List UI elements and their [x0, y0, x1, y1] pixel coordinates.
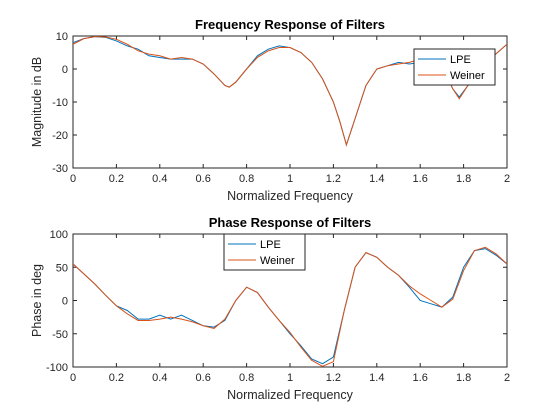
x-tick-label: 0.8 — [239, 372, 254, 384]
x-tick-label: 1.8 — [456, 372, 471, 384]
series-line-weiner — [73, 246, 507, 367]
legend-label-weiner: Weiner — [260, 255, 295, 267]
legend: LPE Weiner — [413, 48, 496, 86]
x-axis-label: Normalized Frequency — [227, 189, 353, 203]
chart-title: Frequency Response of Filters — [195, 17, 385, 32]
x-tick-label: 2 — [504, 372, 510, 384]
x-tick-label: 1.4 — [369, 372, 384, 384]
legend-label-lpe: LPE — [450, 54, 471, 66]
y-tick-label: 0 — [62, 296, 68, 308]
y-tick-label: -100 — [46, 362, 68, 374]
x-tick-label: 0.6 — [196, 173, 211, 185]
x-tick-label: 1 — [287, 372, 293, 384]
y-tick-label: -50 — [52, 329, 68, 341]
y-tick-label: -30 — [52, 163, 68, 175]
x-tick-label: 2 — [504, 173, 510, 185]
x-tick-label: 1.6 — [413, 372, 428, 384]
x-tick-label: 0 — [70, 372, 76, 384]
y-tick-label: 0 — [62, 64, 68, 76]
chart-title: Phase Response of Filters — [209, 215, 372, 230]
x-tick-label: 1 — [287, 173, 293, 185]
x-tick-label: 0 — [70, 173, 76, 185]
legend-box — [413, 48, 496, 86]
x-tick-label: 0.8 — [239, 173, 254, 185]
x-tick-label: 0.2 — [109, 173, 124, 185]
y-axis-label: Phase in deg — [30, 264, 44, 337]
legend: LPE Weiner — [223, 233, 306, 271]
legend-label-lpe: LPE — [260, 239, 281, 251]
y-tick-label: 50 — [56, 262, 68, 274]
y-tick-label: 100 — [50, 229, 68, 241]
x-tick-label: 1.2 — [326, 173, 341, 185]
subplot-2: 0 0.2 0.4 0.6 0.8 1 1.2 1.4 1.6 1.8 2 -100 -50 0 50 100… — [30, 215, 510, 402]
y-tick-label: -20 — [52, 130, 68, 142]
x-tick-label: 1.2 — [326, 372, 341, 384]
y-tick-label: -10 — [52, 97, 68, 109]
x-tick-label: 0.4 — [152, 173, 167, 185]
y-axis-label: Magnitude in dB — [30, 57, 44, 147]
subplot-1: 0 0.2 0.4 0.6 0.8 1 1.2 1.4 1.6 1.8 2 -30 -20 -10 0 10 F… — [30, 17, 510, 203]
x-tick-label: 1.4 — [369, 173, 384, 185]
x-tick-label: 0.2 — [109, 372, 124, 384]
y-tick-label: 10 — [56, 31, 68, 43]
legend-box — [223, 233, 306, 271]
series-line-lpe — [73, 248, 507, 365]
x-tick-label: 1.6 — [413, 173, 428, 185]
x-tick-label: 1.8 — [456, 173, 471, 185]
legend-label-weiner: Weiner — [450, 70, 485, 82]
x-axis-label: Normalized Frequency — [227, 388, 353, 402]
x-tick-label: 0.4 — [152, 372, 167, 384]
x-tick-label: 0.6 — [196, 372, 211, 384]
